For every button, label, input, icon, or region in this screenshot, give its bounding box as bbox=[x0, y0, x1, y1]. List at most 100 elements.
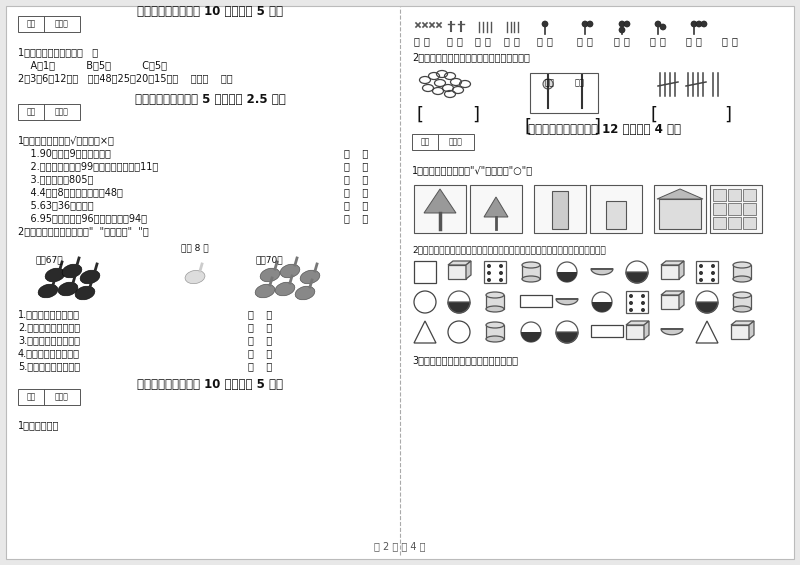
Text: ）: ） bbox=[424, 36, 430, 46]
Text: （: （ bbox=[447, 36, 453, 46]
Circle shape bbox=[699, 278, 703, 282]
Bar bbox=[486, 295, 504, 309]
Polygon shape bbox=[626, 321, 649, 325]
Circle shape bbox=[641, 301, 645, 305]
Ellipse shape bbox=[486, 322, 504, 328]
Text: 灰兔70只: 灰兔70只 bbox=[255, 255, 282, 264]
Circle shape bbox=[641, 294, 645, 298]
Circle shape bbox=[592, 292, 612, 312]
Text: 2．你能看图写数吗？越快越好，但别写错。: 2．你能看图写数吗？越快越好，但别写错。 bbox=[412, 52, 530, 62]
Text: ）: ） bbox=[587, 36, 593, 46]
Circle shape bbox=[619, 21, 625, 27]
Circle shape bbox=[499, 264, 503, 268]
Circle shape bbox=[624, 21, 630, 27]
Text: 1．看图写数。: 1．看图写数。 bbox=[18, 420, 59, 430]
Bar bbox=[470, 185, 522, 233]
Text: ]: ] bbox=[472, 106, 479, 124]
Text: 2．圈一圈（请你找出用右框中哪一个物体可以画出左框的图形，用笔圈出来。）: 2．圈一圈（请你找出用右框中哪一个物体可以画出左框的图形，用笔圈出来。） bbox=[412, 245, 606, 254]
Polygon shape bbox=[657, 189, 703, 199]
Text: 黑兔67只: 黑兔67只 bbox=[35, 255, 62, 264]
Text: 得分: 得分 bbox=[26, 107, 36, 116]
Text: 五、对与错（本题共 5 分，每题 2.5 分）: 五、对与错（本题共 5 分，每题 2.5 分） bbox=[134, 93, 286, 106]
Bar bbox=[18, 16, 80, 32]
Bar bbox=[743, 217, 756, 229]
Ellipse shape bbox=[280, 264, 300, 278]
Bar bbox=[590, 185, 642, 233]
Circle shape bbox=[711, 271, 715, 275]
Bar bbox=[713, 217, 726, 229]
Text: 2．3、6、12，（   ），48；25、20、15，（    ），（    ）。: 2．3、6、12，（ ），48；25、20、15，（ ），（ ）。 bbox=[18, 73, 233, 83]
Polygon shape bbox=[591, 269, 613, 275]
Circle shape bbox=[711, 278, 715, 282]
Circle shape bbox=[699, 264, 703, 268]
Text: [: [ bbox=[650, 106, 657, 124]
Ellipse shape bbox=[45, 268, 65, 282]
Ellipse shape bbox=[733, 276, 751, 282]
Circle shape bbox=[542, 21, 548, 27]
Bar bbox=[659, 199, 701, 229]
Bar bbox=[448, 265, 466, 279]
Text: 评卷人: 评卷人 bbox=[55, 107, 69, 116]
Text: 第 2 页 共 4 页: 第 2 页 共 4 页 bbox=[374, 541, 426, 551]
Text: 2．判断下面各题，对的画"  "，错的画"  "。: 2．判断下面各题，对的画" "，错的画" "。 bbox=[18, 226, 149, 236]
Text: （: （ bbox=[650, 36, 656, 46]
Bar bbox=[733, 265, 751, 279]
Polygon shape bbox=[644, 321, 649, 339]
Text: A．1分          B．5分          C．5角: A．1分 B．5分 C．5角 bbox=[18, 60, 167, 70]
Ellipse shape bbox=[62, 264, 82, 278]
Text: 十位: 十位 bbox=[545, 78, 555, 87]
Text: ）: ） bbox=[732, 36, 738, 46]
Bar bbox=[486, 325, 504, 339]
Bar bbox=[626, 325, 644, 339]
Text: ）: ） bbox=[514, 36, 520, 46]
Text: ）: ） bbox=[696, 36, 702, 46]
Text: ）: ） bbox=[660, 36, 666, 46]
Ellipse shape bbox=[486, 306, 504, 312]
Bar bbox=[522, 265, 540, 279]
Text: （: （ bbox=[537, 36, 543, 46]
Circle shape bbox=[587, 21, 593, 27]
Bar bbox=[654, 185, 706, 233]
Polygon shape bbox=[466, 261, 471, 279]
Polygon shape bbox=[448, 302, 470, 313]
Text: （: （ bbox=[475, 36, 481, 46]
Circle shape bbox=[448, 321, 470, 343]
Polygon shape bbox=[414, 321, 436, 343]
Polygon shape bbox=[731, 321, 754, 325]
Polygon shape bbox=[592, 302, 612, 312]
Polygon shape bbox=[626, 272, 648, 283]
Bar bbox=[18, 389, 80, 405]
Polygon shape bbox=[661, 261, 684, 265]
Text: 3.八十五写作805。: 3.八十五写作805。 bbox=[18, 174, 94, 184]
Circle shape bbox=[691, 21, 697, 27]
Ellipse shape bbox=[255, 284, 275, 298]
Circle shape bbox=[521, 322, 541, 342]
Bar bbox=[484, 261, 506, 283]
Circle shape bbox=[499, 278, 503, 282]
Polygon shape bbox=[679, 291, 684, 309]
Text: 个位: 个位 bbox=[575, 78, 585, 87]
Bar bbox=[713, 203, 726, 215]
Ellipse shape bbox=[733, 262, 751, 268]
Text: （    ）: （ ） bbox=[248, 361, 272, 371]
Ellipse shape bbox=[295, 286, 315, 300]
Ellipse shape bbox=[275, 282, 295, 296]
Bar bbox=[661, 295, 679, 309]
Text: （    ）: （ ） bbox=[344, 148, 368, 158]
Bar bbox=[713, 189, 726, 201]
Polygon shape bbox=[661, 291, 684, 295]
Circle shape bbox=[629, 301, 633, 305]
Polygon shape bbox=[556, 332, 578, 343]
Text: 四、选一选（本题共 10 分，每题 5 分）: 四、选一选（本题共 10 分，每题 5 分） bbox=[137, 5, 283, 18]
Circle shape bbox=[701, 21, 707, 27]
Bar bbox=[733, 295, 751, 309]
Text: 1.90个一和9个十同样多。: 1.90个一和9个十同样多。 bbox=[18, 148, 111, 158]
Ellipse shape bbox=[733, 292, 751, 298]
Text: 评卷人: 评卷人 bbox=[449, 137, 463, 146]
Ellipse shape bbox=[58, 282, 78, 296]
Bar bbox=[728, 203, 741, 215]
Text: 七、看图说话（本题共 12 分，每题 4 分）: 七、看图说话（本题共 12 分，每题 4 分） bbox=[529, 123, 682, 136]
Text: 1．对的在括号里画√，错的画×。: 1．对的在括号里画√，错的画×。 bbox=[18, 135, 115, 145]
Text: 6.95前面的数是96，后面的数是94。: 6.95前面的数是96，后面的数是94。 bbox=[18, 213, 147, 223]
Text: ]: ] bbox=[724, 106, 731, 124]
